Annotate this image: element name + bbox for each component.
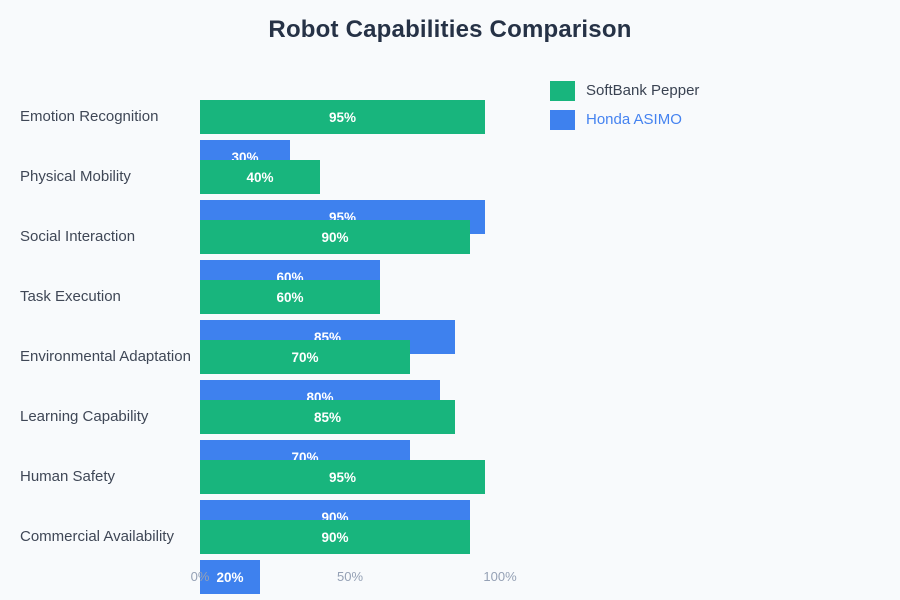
bar-value-label: 85%	[313, 409, 342, 425]
legend-swatch	[550, 81, 575, 101]
bar-value-label: 60%	[276, 289, 304, 305]
bar-value-label: 95%	[328, 469, 357, 485]
category-label-human-safety: Human Safety	[20, 468, 116, 485]
bar-value-label: 20%	[216, 569, 244, 585]
bar-softbank-pepper[interactable]: 90%	[200, 220, 470, 254]
legend-item-honda-asimo[interactable]: Honda ASIMO	[550, 110, 682, 130]
chart-title: Robot Capabilities Comparison	[268, 16, 632, 43]
bar-softbank-pepper[interactable]: 40%	[200, 160, 320, 194]
category-label-task-execution: Task Execution	[20, 288, 121, 305]
bar-softbank-pepper[interactable]: 85%	[200, 400, 455, 434]
bar-value-label: 95%	[328, 109, 357, 125]
x-axis-tick: 0%	[190, 569, 210, 584]
bar-softbank-pepper[interactable]: 60%	[200, 280, 380, 314]
x-axis-tick: 50%	[336, 569, 364, 584]
bar-softbank-pepper[interactable]: 90%	[200, 520, 470, 554]
x-axis-tick: 100%	[483, 569, 517, 584]
legend-label: Honda ASIMO	[586, 111, 682, 128]
bar-softbank-pepper[interactable]: 95%	[200, 460, 485, 494]
category-label-commercial-availability: Commercial Availability	[20, 528, 174, 545]
bar-softbank-pepper[interactable]: 95%	[200, 100, 485, 134]
bar-value-label: 40%	[246, 169, 274, 185]
bar-value-label: 90%	[321, 529, 349, 545]
bar-softbank-pepper[interactable]: 70%	[200, 340, 410, 374]
category-label-environmental-adaptation: Environmental Adaptation	[20, 348, 191, 365]
bar-value-label: 70%	[291, 349, 319, 365]
legend-label: SoftBank Pepper	[586, 82, 700, 99]
category-label-social-interaction: Social Interaction	[20, 228, 136, 245]
category-label-emotion-recognition: Emotion Recognition	[20, 108, 159, 125]
bar-honda-asimo[interactable]: 20%	[200, 560, 260, 594]
bar-value-label: 90%	[321, 229, 349, 245]
legend-swatch	[550, 110, 575, 130]
legend-item-softbank-pepper[interactable]: SoftBank Pepper	[550, 81, 699, 101]
category-label-physical-mobility: Physical Mobility	[20, 168, 131, 185]
category-label-learning-capability: Learning Capability	[20, 408, 149, 425]
